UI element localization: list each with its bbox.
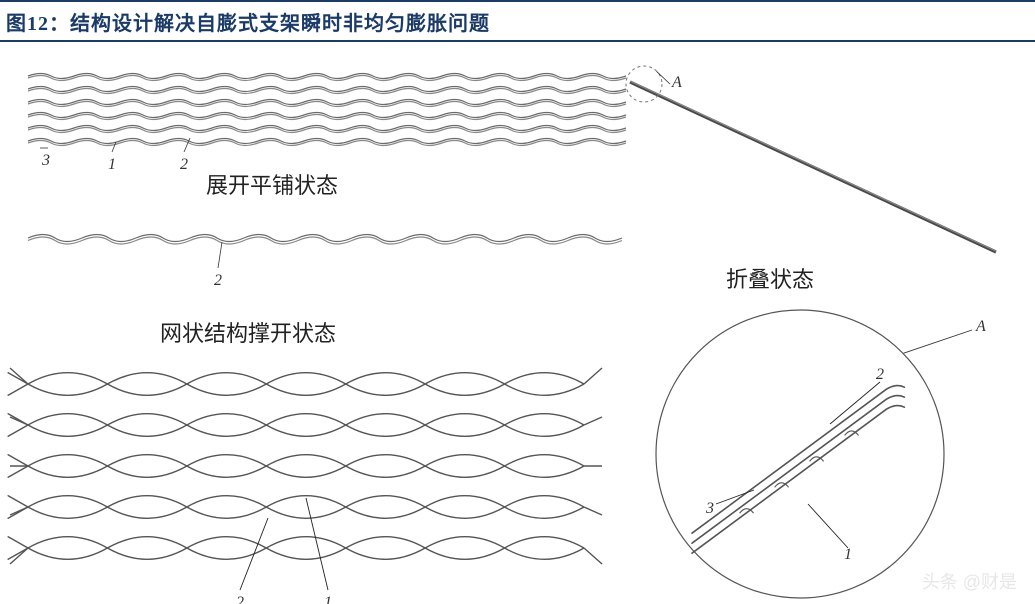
caption-folded: 折叠状态 [726, 262, 814, 294]
label-detail-2: 2 [876, 366, 884, 384]
label-flat-2: 2 [180, 156, 188, 174]
label-flat-3: 3 [42, 152, 50, 170]
label-mesh-2: 2 [236, 594, 244, 604]
diagram-svg [0, 0, 1035, 604]
label-detail-1: 1 [844, 546, 852, 564]
label-folded-A: A [672, 74, 682, 92]
label-mesh-1: 1 [324, 594, 332, 604]
label-flat-1: 1 [108, 156, 116, 174]
watermark: 头条 @财是 [922, 568, 1017, 594]
figure-container: 图12：结构设计解决自膨式支架瞬时非均匀膨胀问题 展开平铺状态 网状结构撑开状态… [0, 0, 1035, 604]
label-detail-3: 3 [706, 500, 714, 518]
caption-expanded-mesh: 网状结构撑开状态 [160, 316, 336, 348]
label-detail-A: A [976, 318, 986, 336]
label-strand-2: 2 [214, 272, 222, 290]
caption-unfolded-flat: 展开平铺状态 [206, 168, 338, 200]
